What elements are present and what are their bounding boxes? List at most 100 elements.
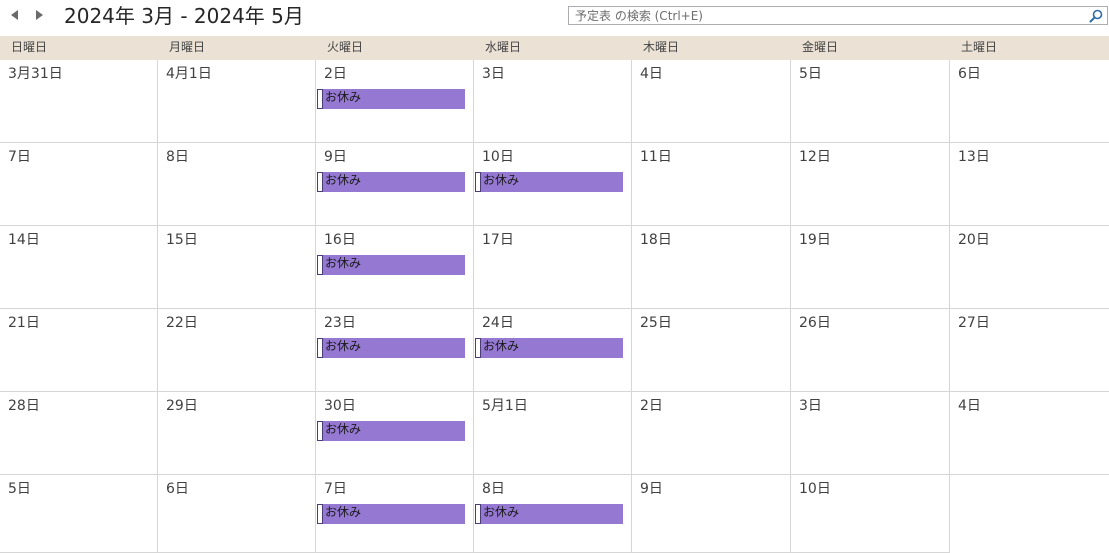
day-cell[interactable]: 3月31日 <box>0 60 158 143</box>
day-number: 6日 <box>166 481 189 497</box>
day-number: 6日 <box>958 66 981 82</box>
day-cell[interactable]: 6日 <box>950 60 1109 143</box>
day-cell[interactable]: 23日お休み <box>316 309 474 392</box>
weekday-header: 火曜日 <box>327 40 364 54</box>
day-number: 10日 <box>799 481 831 497</box>
calendar-event[interactable]: お休み <box>317 504 465 524</box>
weekday-header: 土曜日 <box>961 40 998 54</box>
day-cell[interactable]: 10日お休み <box>474 143 632 226</box>
day-number: 7日 <box>324 481 347 497</box>
day-cell[interactable]: 10日 <box>791 475 950 553</box>
weekday-header: 日曜日 <box>11 40 48 54</box>
day-number: 11日 <box>640 149 672 165</box>
day-cell[interactable]: 3日 <box>791 392 950 475</box>
day-cell[interactable]: 14日 <box>0 226 158 309</box>
day-cell[interactable]: 17日 <box>474 226 632 309</box>
day-cell[interactable]: 4月1日 <box>158 60 316 143</box>
event-title: お休み <box>325 256 362 270</box>
event-status-marker <box>317 504 323 524</box>
day-cell[interactable]: 12日 <box>791 143 950 226</box>
calendar-event[interactable]: お休み <box>317 89 465 109</box>
calendar-event[interactable]: お休み <box>317 255 465 275</box>
day-number: 3月31日 <box>8 66 63 82</box>
calendar-search-box[interactable] <box>568 6 1108 25</box>
day-cell[interactable]: 5月1日 <box>474 392 632 475</box>
day-cell[interactable]: 9日 <box>632 475 791 553</box>
day-cell[interactable]: 3日 <box>474 60 632 143</box>
event-title: お休み <box>483 339 520 353</box>
event-title: お休み <box>483 173 520 187</box>
event-status-marker <box>317 255 323 275</box>
day-number: 5日 <box>799 66 822 82</box>
day-cell[interactable]: 7日 <box>0 143 158 226</box>
day-number: 8日 <box>482 481 505 497</box>
day-cell[interactable]: 25日 <box>632 309 791 392</box>
day-cell[interactable]: 18日 <box>632 226 791 309</box>
previous-range-icon[interactable] <box>9 9 21 21</box>
day-number: 13日 <box>958 149 990 165</box>
day-cell[interactable]: 7日お休み <box>316 475 474 553</box>
event-status-marker <box>475 172 481 192</box>
day-cell[interactable]: 26日 <box>791 309 950 392</box>
day-number: 9日 <box>324 149 347 165</box>
day-cell[interactable]: 28日 <box>0 392 158 475</box>
day-number: 19日 <box>799 232 831 248</box>
day-cell[interactable]: 4日 <box>632 60 791 143</box>
calendar-toolbar: 2024年 3月 - 2024年 5月 <box>0 0 1109 36</box>
calendar-event[interactable]: お休み <box>475 504 623 524</box>
day-cell[interactable]: 15日 <box>158 226 316 309</box>
day-number: 20日 <box>958 232 990 248</box>
day-cell[interactable]: 16日お休み <box>316 226 474 309</box>
day-cell[interactable]: 4日 <box>950 392 1109 475</box>
day-cell[interactable]: 24日 お休み <box>474 309 632 392</box>
calendar-event[interactable]: お休み <box>317 172 465 192</box>
day-number: 5月1日 <box>482 398 528 414</box>
weekday-header: 月曜日 <box>169 40 206 54</box>
day-number: 25日 <box>640 315 672 331</box>
day-cell[interactable]: 21日 <box>0 309 158 392</box>
day-cell[interactable]: 30日お休み <box>316 392 474 475</box>
search-icon[interactable] <box>1089 8 1103 23</box>
day-number: 15日 <box>166 232 198 248</box>
day-number: 23日 <box>324 315 356 331</box>
event-title: お休み <box>325 505 362 519</box>
calendar-event[interactable]: お休み <box>317 338 465 358</box>
day-cell[interactable]: 2日 <box>632 392 791 475</box>
weekday-header: 水曜日 <box>485 40 522 54</box>
day-cell[interactable]: 8日 <box>158 143 316 226</box>
day-cell[interactable]: 11日 <box>632 143 791 226</box>
day-cell[interactable]: 27日 <box>950 309 1109 392</box>
day-cell[interactable]: 22日 <box>158 309 316 392</box>
calendar-event[interactable]: お休み <box>317 421 465 441</box>
event-status-marker <box>317 172 323 192</box>
event-title: お休み <box>483 505 520 519</box>
day-cell[interactable]: 29日 <box>158 392 316 475</box>
event-status-marker <box>317 89 323 109</box>
day-number: 29日 <box>166 398 198 414</box>
day-cell[interactable]: 5日 <box>0 475 158 553</box>
event-status-marker <box>317 421 323 441</box>
day-number: 30日 <box>324 398 356 414</box>
day-number: 8日 <box>166 149 189 165</box>
event-title: お休み <box>325 339 362 353</box>
day-cell[interactable]: 19日 <box>791 226 950 309</box>
event-title: お休み <box>325 90 362 104</box>
day-number: 4月1日 <box>166 66 212 82</box>
day-cell[interactable]: 20日 <box>950 226 1109 309</box>
day-number: 5日 <box>8 481 31 497</box>
day-cell[interactable]: 6日 <box>158 475 316 553</box>
day-cell[interactable]: 2日 お休み <box>316 60 474 143</box>
day-number: 9日 <box>640 481 663 497</box>
calendar-search-input[interactable] <box>569 7 1079 24</box>
day-cell[interactable]: 9日お休み <box>316 143 474 226</box>
calendar-event[interactable]: お休み <box>475 172 623 192</box>
calendar-event[interactable]: お休み <box>475 338 623 358</box>
day-cell[interactable]: 5日 <box>791 60 950 143</box>
day-number: 18日 <box>640 232 672 248</box>
weekday-header: 木曜日 <box>643 40 680 54</box>
day-cell[interactable]: 8日お休み <box>474 475 632 553</box>
next-range-icon[interactable] <box>33 9 45 21</box>
day-number: 16日 <box>324 232 356 248</box>
day-cell[interactable]: 13日 <box>950 143 1109 226</box>
day-number: 10日 <box>482 149 514 165</box>
